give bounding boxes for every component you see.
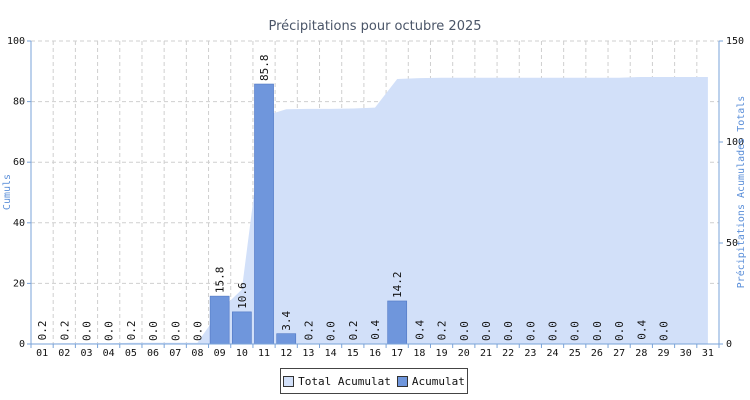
- x-tick-label: 04: [103, 348, 115, 359]
- legend-label-total: Total Acumulat: [298, 374, 391, 388]
- total-area-layer: [42, 76, 708, 345]
- y-tick-label-right: 0: [726, 339, 732, 350]
- data-label: 0.4: [635, 320, 648, 340]
- x-tick-label: 20: [458, 348, 470, 359]
- x-tick-label: 12: [280, 348, 292, 359]
- data-label: 0.0: [147, 321, 160, 341]
- bar: [276, 333, 297, 345]
- x-tick-label: 19: [436, 348, 448, 359]
- data-label: 0.2: [36, 321, 49, 341]
- x-tick-label: 28: [635, 348, 647, 359]
- y-tick-label-right: 100: [726, 137, 744, 148]
- y-tick-label-left: 100: [7, 36, 25, 47]
- data-label: 0.0: [458, 321, 471, 341]
- y-tick-label-left: 60: [13, 157, 25, 168]
- bar: [254, 83, 274, 345]
- data-label: 15.8: [214, 267, 227, 294]
- x-tick-label: 07: [169, 348, 181, 359]
- bar: [209, 295, 230, 345]
- bars-layer: [209, 83, 408, 345]
- data-label: 0.0: [569, 321, 582, 341]
- bar: [387, 300, 408, 345]
- data-label: 0.2: [347, 321, 360, 341]
- y-tick-label-right: 150: [726, 36, 744, 47]
- data-label: 10.6: [236, 282, 249, 309]
- x-tick-label: 15: [347, 348, 359, 359]
- x-tick-label: 29: [657, 348, 669, 359]
- legend-item-bar: Acumulat: [396, 374, 465, 388]
- x-tick-label: 06: [147, 348, 159, 359]
- data-label: 0.2: [302, 321, 315, 341]
- y-tick-label-left: 40: [13, 218, 25, 229]
- x-tick-label: 22: [502, 348, 514, 359]
- data-label: 0.0: [103, 321, 116, 341]
- data-label: 0.0: [524, 321, 537, 341]
- total-area: [42, 76, 708, 345]
- y-axis-label-right: Précipitations Acumulades Totals: [735, 96, 747, 289]
- data-label: 0.2: [436, 321, 449, 341]
- data-label: 0.0: [591, 321, 604, 341]
- x-tick-label: 25: [569, 348, 581, 359]
- data-label: 85.8: [258, 55, 271, 82]
- x-tick-label: 03: [80, 348, 92, 359]
- data-label: 0.0: [325, 321, 338, 341]
- x-tick-label: 01: [36, 348, 48, 359]
- data-label: 0.0: [613, 321, 626, 341]
- x-tick-label: 05: [125, 348, 137, 359]
- y-tick-label-left: 0: [19, 339, 25, 350]
- x-tick-label: 13: [302, 348, 314, 359]
- data-label: 0.0: [480, 321, 493, 341]
- y-tick-label-left: 80: [13, 97, 25, 108]
- x-tick-label: 10: [236, 348, 248, 359]
- data-label: 0.0: [169, 321, 182, 341]
- x-tick-label: 17: [391, 348, 403, 359]
- legend-item-total: Total Acumulat: [283, 375, 391, 388]
- x-tick-label: 26: [591, 348, 603, 359]
- data-label: 14.2: [391, 271, 404, 298]
- data-label: 0.2: [58, 321, 71, 341]
- data-label: 0.0: [502, 321, 515, 341]
- x-tick-label: 18: [413, 348, 425, 359]
- legend-label-bar: Acumulat: [411, 374, 465, 388]
- x-tick-label: 23: [524, 348, 536, 359]
- x-tick-label: 09: [214, 348, 226, 359]
- data-label: 0.0: [547, 321, 560, 341]
- data-labels-layer: 0.2 0.2 0.0 0.0 0.2 0.0 0.0 0.0 15.8 10.6 85.8 3.4 0…: [36, 55, 670, 341]
- data-label: 3.4: [280, 310, 293, 330]
- data-label: 0.4: [369, 320, 382, 340]
- legend-swatch-bar: [396, 375, 408, 387]
- bar: [231, 311, 252, 345]
- data-label: 0.4: [413, 320, 426, 340]
- y-axis-label-left: Cumuls: [2, 174, 13, 210]
- legend-swatch-total: [283, 375, 295, 387]
- data-label: 0.0: [658, 321, 671, 341]
- x-tick-label: 21: [480, 348, 492, 359]
- x-tick-label: 16: [369, 348, 381, 359]
- x-tick-label: 14: [325, 348, 337, 359]
- x-tick-label: 30: [680, 348, 692, 359]
- x-tick-label: 08: [191, 348, 203, 359]
- axes-layer: 0 20 40 60 80 100 0 50 100 150 01 02 03 04 05 06 07 08 09 1…: [7, 36, 744, 359]
- data-label: 0.2: [125, 321, 138, 341]
- x-tick-label: 27: [613, 348, 625, 359]
- x-tick-label: 24: [547, 348, 559, 359]
- x-tick-label: 02: [58, 348, 70, 359]
- y-tick-label-right: 50: [726, 238, 738, 249]
- data-label: 0.0: [80, 321, 93, 341]
- y-tick-label-left: 20: [13, 278, 25, 289]
- chart-title: Précipitations pour octubre 2025: [268, 19, 481, 34]
- x-tick-label: 31: [702, 348, 714, 359]
- data-label: 0.0: [191, 321, 204, 341]
- legend: Total Acumulat Acumulat: [280, 368, 468, 394]
- x-tick-label: 11: [258, 348, 270, 359]
